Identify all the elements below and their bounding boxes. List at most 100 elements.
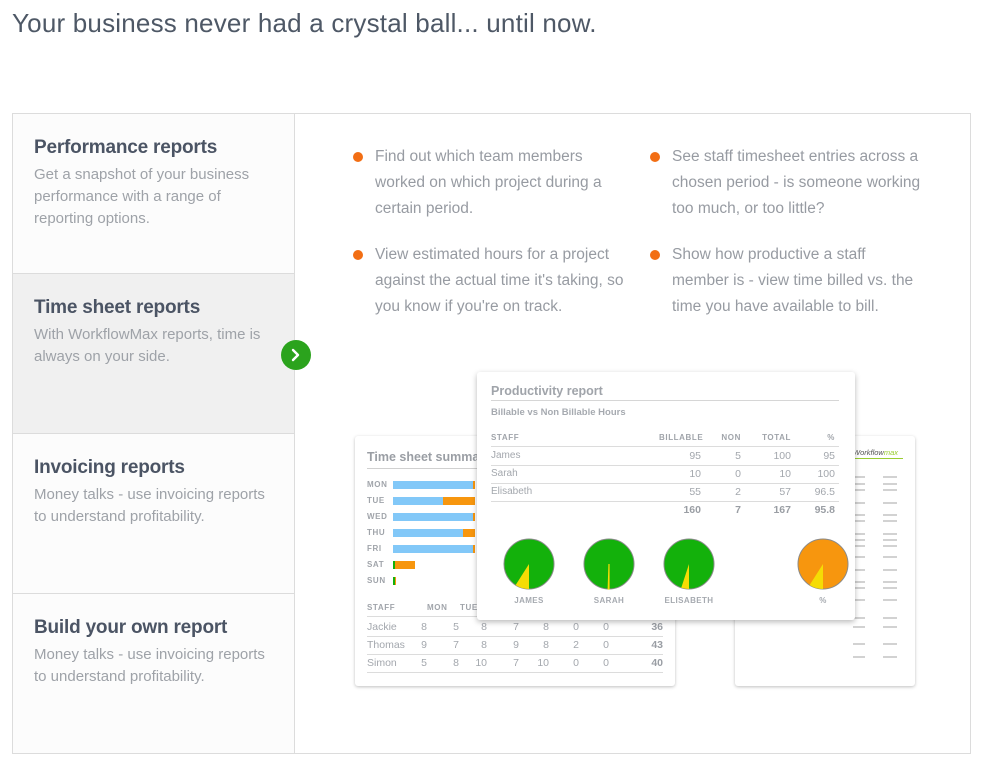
chevron-right-icon — [291, 348, 300, 362]
hours-cell: 10 — [475, 657, 487, 669]
day-label: THU — [367, 528, 386, 537]
bullet-text: See staff timesheet entries across a cho… — [672, 148, 921, 217]
non-billable-bar — [463, 529, 475, 537]
non-billable-bar — [395, 577, 396, 585]
hours-cell: 8 — [543, 621, 549, 633]
report-line — [853, 533, 865, 535]
report-line — [883, 556, 897, 558]
page-headline: Your business never had a crystal ball..… — [12, 8, 597, 38]
day-label: TUE — [367, 496, 385, 505]
pct-cell: 95 — [823, 450, 835, 462]
hours-cell: 0 — [603, 657, 609, 669]
staff-name: Simon — [367, 657, 397, 669]
sidebar-item-desc: Get a snapshot of your business performa… — [34, 166, 250, 227]
pie-label: JAMES — [514, 596, 544, 605]
hours-cell: 5 — [453, 621, 459, 633]
staff-name: Elisabeth — [491, 486, 533, 497]
non-cell: 0 — [735, 468, 741, 480]
billable-bar — [393, 513, 473, 521]
non-billable-bar — [395, 561, 415, 569]
report-line — [853, 569, 865, 571]
billable-bar — [393, 545, 473, 553]
pie-slice — [681, 564, 689, 589]
feature-bullet: Show how productive a staff member is - … — [650, 242, 925, 320]
report-line — [853, 656, 865, 658]
report-line — [883, 483, 897, 485]
time-sheet-summary-title: Time sheet summary — [367, 450, 492, 464]
billable-bar — [393, 497, 443, 505]
total-cell: 40 — [651, 657, 663, 669]
report-line — [853, 489, 865, 491]
report-line — [883, 587, 897, 589]
total-pct-cell: 95.8 — [814, 504, 835, 516]
total-billable-cell: 160 — [683, 504, 701, 516]
staff-name: James — [491, 450, 521, 461]
report-line — [853, 626, 865, 628]
pie-chart — [663, 538, 715, 590]
hours-cell: 0 — [603, 621, 609, 633]
sidebar-item-invoicing-reports[interactable]: Invoicing reports Money talks - use invo… — [13, 434, 294, 594]
bullet-dot-icon — [353, 250, 363, 260]
report-line — [853, 556, 865, 558]
hours-cell: 7 — [513, 621, 519, 633]
sidebar-item-desc: Money talks - use invoicing reports to u… — [34, 486, 265, 525]
col-header-percent: % — [827, 433, 835, 442]
non-billable-bar — [443, 497, 475, 505]
pct-cell: 100 — [817, 468, 835, 480]
productivity-report-card: Productivity report Billable vs Non Bill… — [477, 372, 855, 620]
report-line — [883, 489, 897, 491]
report-line — [883, 514, 897, 516]
active-item-arrow-button[interactable] — [281, 340, 311, 370]
bullet-dot-icon — [650, 250, 660, 260]
col-header-staff: STAFF — [491, 433, 520, 442]
pie-label: ELISABETH — [664, 596, 714, 605]
sidebar-item-performance-reports[interactable]: Performance reports Get a snapshot of yo… — [13, 114, 294, 274]
sidebar-item-desc: Money talks - use invoicing reports to u… — [34, 646, 265, 685]
day-label: MON — [367, 480, 388, 489]
non-billable-bar — [473, 513, 475, 521]
pct-cell: 96.5 — [814, 486, 835, 498]
pie-label: SARAH — [593, 596, 625, 605]
sidebar-item-time-sheet-reports[interactable]: Time sheet reports With WorkflowMax repo… — [13, 274, 294, 434]
report-line — [853, 545, 865, 547]
pie-chart — [503, 538, 555, 590]
billable-bar — [393, 577, 395, 585]
feature-bullet: Find out which team members worked on wh… — [353, 144, 623, 222]
bullet-dot-icon — [650, 152, 660, 162]
col-header-non: NON — [721, 433, 741, 442]
col-header-billable: BILLABLE — [659, 433, 704, 442]
billable-bar — [393, 561, 395, 569]
report-line — [853, 539, 865, 541]
hours-cell: 7 — [513, 657, 519, 669]
sidebar-item-build-your-own-report[interactable]: Build your own report Money talks - use … — [13, 594, 294, 753]
billable-cell: 10 — [689, 468, 701, 480]
col-header-staff: STAFF — [367, 603, 396, 612]
hours-cell: 8 — [453, 657, 459, 669]
non-billable-bar — [473, 545, 475, 553]
report-line — [883, 502, 897, 504]
non-billable-bar — [473, 481, 475, 489]
pie-slice — [515, 564, 529, 589]
staff-name: Jackie — [367, 621, 397, 633]
col-header-mon: MON — [427, 603, 448, 612]
total-non-cell: 7 — [735, 504, 741, 516]
report-line — [883, 520, 897, 522]
hours-cell: 8 — [543, 639, 549, 651]
sidebar-item-title: Performance reports — [34, 137, 218, 158]
hours-cell: 5 — [421, 657, 427, 669]
report-line — [853, 514, 865, 516]
report-line — [883, 545, 897, 547]
sidebar-item-desc: With WorkflowMax reports, time is always… — [34, 326, 261, 365]
report-line — [883, 533, 897, 535]
report-line — [853, 599, 865, 601]
billable-cell: 95 — [689, 450, 701, 462]
report-line — [883, 476, 897, 478]
non-cell: 5 — [735, 450, 741, 462]
workflowmax-logo: Workflowmax — [853, 448, 899, 457]
non-cell: 2 — [735, 486, 741, 498]
reports-panel: Performance reports Get a snapshot of yo… — [12, 113, 971, 754]
total-cell: 100 — [773, 450, 791, 462]
report-line — [883, 656, 897, 658]
hours-cell: 0 — [573, 621, 579, 633]
pie-slice — [607, 563, 610, 590]
